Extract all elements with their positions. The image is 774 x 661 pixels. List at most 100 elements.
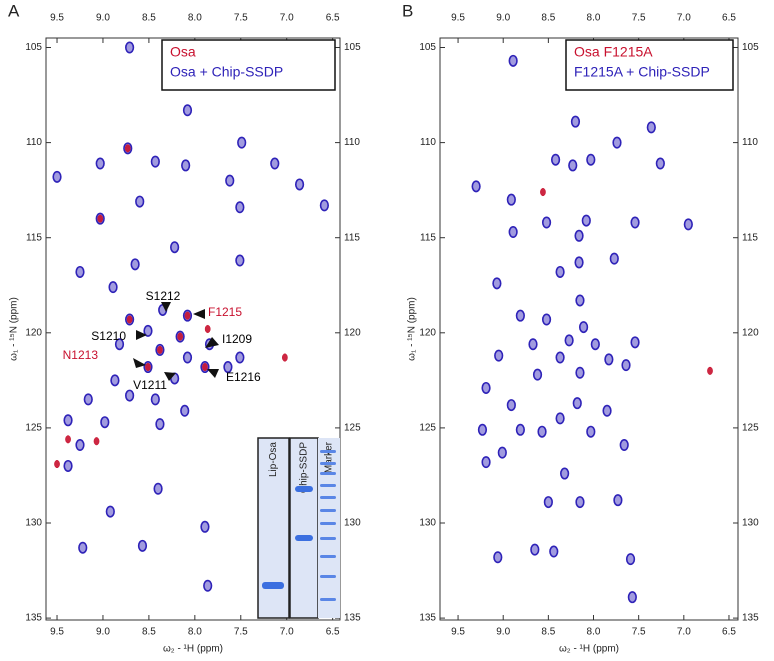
y-tick-label: 110 <box>420 137 436 148</box>
peak <box>54 459 60 469</box>
peak <box>170 241 180 254</box>
x-tick-label: 7.5 <box>234 627 248 638</box>
x-tick-label: 8.5 <box>541 13 555 24</box>
y-tick-label: 125 <box>25 423 42 434</box>
peak <box>590 338 600 351</box>
peak <box>225 174 235 187</box>
annotation-arrow <box>133 358 146 368</box>
peak <box>65 435 71 444</box>
x-tick-label: 9.5 <box>50 627 64 638</box>
y-tick-label: 125 <box>419 423 436 434</box>
plot-frame <box>45 37 341 621</box>
peak <box>130 258 140 271</box>
peak <box>319 199 329 212</box>
peak <box>572 397 582 410</box>
y-tick-label: 115 <box>742 232 758 243</box>
marker-band <box>320 472 336 475</box>
peak <box>549 545 559 558</box>
gel-lane-label: Lip-Osa <box>268 442 279 477</box>
peak <box>586 425 596 438</box>
peak <box>578 321 589 334</box>
peak <box>105 505 115 518</box>
y-tick-label: 125 <box>742 423 759 434</box>
peak <box>235 201 245 214</box>
y-axis-label: ω₁ - ¹⁵N (ppm) <box>407 297 418 361</box>
x-tick-label: 7.5 <box>632 627 646 638</box>
peak <box>506 399 516 412</box>
peak <box>508 226 518 239</box>
peak <box>655 157 665 170</box>
peak <box>604 353 614 366</box>
peak <box>95 157 105 170</box>
peak <box>494 349 504 362</box>
annotation: S1212 <box>146 289 181 303</box>
peak <box>108 281 118 294</box>
peak <box>202 362 208 372</box>
annotation: E1216 <box>226 370 261 384</box>
gel-band <box>295 535 313 541</box>
peak <box>575 496 585 509</box>
peak <box>282 353 288 362</box>
peak <box>619 439 629 452</box>
peak <box>492 277 502 290</box>
peak <box>515 423 525 436</box>
x-axis-label: ω₂ - ¹H (ppm) <box>559 644 619 655</box>
peak <box>78 541 88 554</box>
peak <box>155 418 165 431</box>
y-tick-label: 120 <box>25 327 42 338</box>
peak <box>537 425 547 438</box>
peak <box>75 439 85 452</box>
y-tick-label: 105 <box>344 42 361 53</box>
annotation-arrow <box>205 337 219 348</box>
peak <box>177 332 183 341</box>
annotation: I1209 <box>222 332 252 346</box>
peak <box>609 252 619 265</box>
x-tick-label: 8.0 <box>188 13 202 24</box>
peak <box>237 136 247 149</box>
gel-band <box>295 486 313 492</box>
peak <box>200 520 210 533</box>
peak <box>157 345 163 354</box>
peak <box>100 416 110 429</box>
y-tick-label: 130 <box>25 518 42 529</box>
peak <box>540 188 546 197</box>
peak <box>150 155 160 168</box>
annotation: F1215 <box>208 305 242 319</box>
peak <box>235 351 245 364</box>
peak <box>683 218 693 231</box>
peak <box>125 41 135 54</box>
peak <box>621 359 631 372</box>
x-tick-label: 9.0 <box>96 13 110 24</box>
peak <box>83 393 93 406</box>
peak <box>508 54 518 67</box>
x-tick-label: 7.0 <box>280 13 294 24</box>
peak <box>646 121 656 134</box>
y-tick-label: 105 <box>419 42 436 53</box>
peak <box>477 423 488 436</box>
y-tick-label: 135 <box>419 613 436 624</box>
peak <box>135 195 145 208</box>
peak <box>182 351 193 364</box>
peak <box>493 551 503 564</box>
marker-band <box>320 484 336 487</box>
peak <box>481 456 491 469</box>
peak <box>586 153 596 166</box>
peak <box>114 338 125 351</box>
peak <box>528 338 538 351</box>
peak <box>625 553 636 566</box>
gel-lane <box>318 438 340 618</box>
legend-entry: Osa F1215A <box>574 44 653 60</box>
x-tick-label: 7.0 <box>677 13 691 24</box>
y-tick-label: 135 <box>742 613 759 624</box>
plot-frame <box>439 37 739 621</box>
peak <box>630 336 640 349</box>
gel-lane-label: Chip-SSDP <box>299 442 310 493</box>
y-tick-label: 130 <box>344 518 361 529</box>
x-tick-label: 9.5 <box>50 13 64 24</box>
peak <box>602 404 612 417</box>
peak <box>223 361 233 374</box>
marker-band <box>320 537 336 540</box>
y-tick-label: 110 <box>26 137 42 148</box>
y-tick-label: 125 <box>344 423 361 434</box>
marker-band <box>320 462 336 465</box>
